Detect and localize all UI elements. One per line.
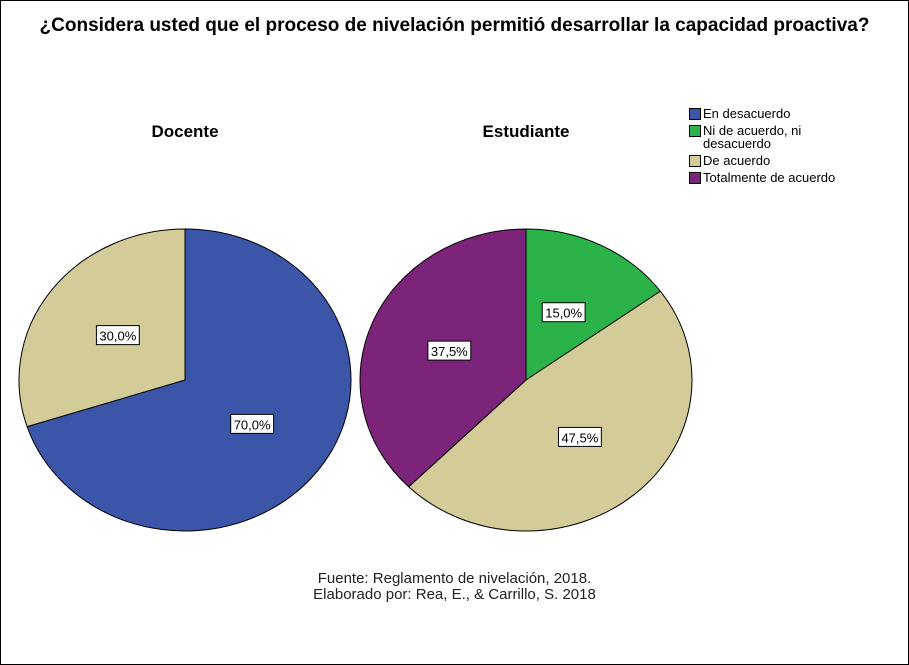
chart-title-box: ¿Considera usted que el proceso de nivel… (1, 15, 908, 37)
value-label-box (230, 413, 275, 434)
pie-slice (525, 228, 662, 381)
legend-item: De acuerdo (689, 154, 889, 167)
value-label: 30,0% (99, 329, 136, 344)
legend-label: Ni de acuerdo, ni desacuerdo (703, 123, 802, 151)
source-line: Fuente: Reglamento de nivelación, 2018. (317, 570, 592, 587)
value-label-box (557, 426, 602, 447)
value-label: 37,5% (431, 344, 468, 359)
legend-label: Totalmente de acuerdo (703, 170, 836, 185)
legend-swatch (689, 108, 701, 120)
legend: En desacuerdo Ni de acuerdo, ni desacuerd… (689, 107, 889, 188)
pie-title: Estudiante (483, 122, 570, 141)
value-label: 47,5% (561, 430, 598, 445)
value-label-box (541, 302, 586, 323)
pie-title: Docente (151, 122, 218, 141)
value-label-box (427, 340, 472, 361)
legend-label: De acuerdo (703, 153, 771, 168)
value-label: 70,0% (234, 417, 271, 432)
legend-swatch (689, 125, 701, 137)
legend-swatch (689, 172, 701, 184)
source: Fuente: Reglamento de nivelación, 2018. … (1, 571, 908, 603)
pie-slice (407, 290, 693, 532)
pie-slice (26, 228, 352, 532)
source-line: Elaborado por: Rea, E., & Carrillo, S. 2… (313, 586, 596, 603)
legend-label: En desacuerdo (703, 106, 791, 121)
legend-swatch (689, 155, 701, 167)
legend-item: En desacuerdo (689, 107, 889, 120)
legend-item: Totalmente de acuerdo (689, 171, 889, 184)
chart-title: ¿Considera usted que el proceso de nivel… (39, 15, 870, 36)
value-label: 15,0% (545, 306, 582, 321)
legend-item: Ni de acuerdo, ni desacuerdo (689, 124, 889, 150)
value-label-box (95, 325, 140, 346)
